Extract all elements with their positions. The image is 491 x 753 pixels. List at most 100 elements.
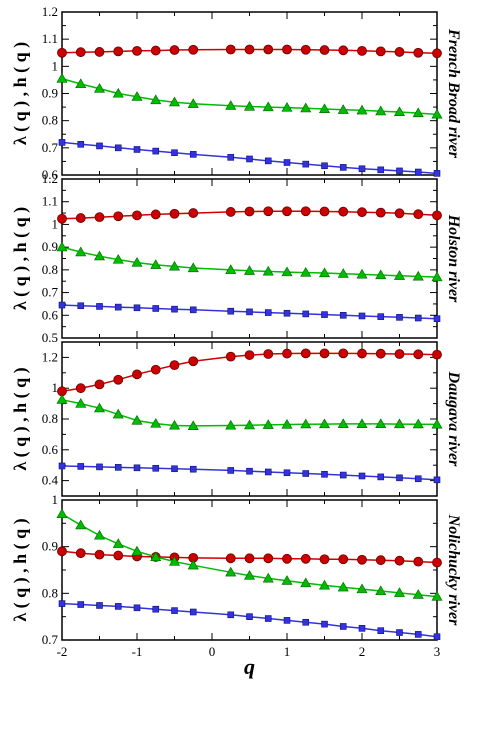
data-point-red [225, 351, 236, 362]
data-point-red [263, 553, 274, 564]
data-point-blue [414, 168, 422, 176]
data-point-blue [283, 469, 291, 477]
panel-holston-river: 0.5 0.6 0.7 0.8 0.9 1 1.1 1.2 λ ( q ) , h ( q ) H… [10, 171, 462, 345]
y-tick-label: 1 [52, 216, 59, 231]
y-tick-label: 1.2 [42, 171, 58, 186]
data-point-green [112, 254, 124, 264]
data-point-red [357, 207, 367, 218]
data-point-red [113, 374, 124, 385]
data-point-green [412, 270, 424, 281]
y-tick-label: 1.1 [42, 194, 58, 209]
data-point-blue [171, 465, 178, 473]
data-point-blue [339, 311, 347, 319]
x-tick-label: -1 [132, 644, 143, 659]
data-point-blue [358, 165, 366, 173]
data-point-red [188, 44, 199, 55]
data-point-green [431, 418, 443, 429]
y-tick-label: 0.9 [42, 86, 58, 101]
data-point-green [281, 266, 293, 277]
data-point-red [132, 210, 142, 221]
data-point-red [300, 348, 311, 359]
data-point-green [337, 581, 349, 592]
data-point-green [262, 572, 274, 583]
data-point-red [75, 213, 86, 223]
data-point-green [56, 241, 68, 252]
data-point-blue [246, 308, 253, 316]
data-point-green [150, 418, 162, 428]
data-point-red [188, 208, 199, 218]
panel-daugava-river: 0.4 0.6 0.8 1 1.2 λ ( q ) , h ( q ) Daugava ri… [10, 341, 462, 497]
panel-label-holston-river: Holston river [445, 214, 462, 303]
data-point-blue [96, 602, 103, 609]
data-point-green [131, 414, 143, 425]
data-point-blue [396, 167, 403, 175]
data-point-green [262, 265, 274, 276]
data-point-blue [396, 629, 403, 636]
data-point-green [393, 270, 406, 280]
data-point-blue [58, 600, 66, 607]
data-point-blue [396, 474, 403, 482]
y-axis-label: λ ( q ) , h ( q ) [10, 518, 31, 621]
data-point-blue [171, 305, 178, 313]
data-point-blue [433, 476, 441, 484]
data-point-red [319, 554, 330, 565]
data-point-blue [283, 159, 291, 166]
data-point-green [375, 269, 387, 280]
y-tick-label: 0.6 [42, 442, 59, 457]
data-point-blue [189, 151, 197, 158]
y-tick-label: 0.7 [42, 285, 59, 300]
data-point-blue [321, 162, 328, 170]
data-point-green [112, 408, 124, 419]
data-point-red [338, 45, 349, 56]
data-point-red [75, 548, 86, 559]
data-point-red [263, 349, 274, 359]
data-point-red [375, 348, 386, 359]
data-point-blue [321, 311, 328, 318]
data-point-green [56, 508, 68, 519]
data-point-blue [246, 155, 253, 163]
data-point-green [187, 559, 199, 570]
data-point-red [244, 206, 255, 217]
data-point-red [57, 546, 67, 557]
data-point-blue [246, 613, 253, 620]
data-point-red [319, 45, 330, 55]
x-tick-label: -2 [57, 644, 68, 659]
data-point-green [431, 108, 443, 119]
data-point-blue [77, 302, 85, 310]
data-point-green [131, 545, 143, 556]
data-point-blue [377, 166, 385, 174]
data-point-red [150, 45, 161, 56]
data-point-red [244, 350, 255, 360]
data-point-red [338, 554, 349, 565]
data-point-blue [302, 160, 310, 168]
data-point-red [319, 206, 330, 217]
data-point-red [300, 206, 311, 217]
y-axis-label: λ ( q ) , h ( q ) [10, 42, 31, 145]
data-point-blue [246, 467, 253, 475]
data-point-red [375, 207, 386, 218]
data-point-green [168, 555, 181, 566]
data-point-red [282, 348, 292, 359]
panel-label-french-broad-river: French Broad river [445, 28, 462, 159]
data-point-blue [58, 462, 66, 470]
data-point-red [300, 44, 311, 55]
data-point-red [394, 208, 405, 219]
panel-label-nolichucky-river: Nolichucky river [445, 514, 462, 626]
data-point-red [413, 556, 424, 567]
data-point-blue [414, 631, 422, 638]
data-point-red [94, 379, 105, 390]
data-point-green [281, 102, 293, 112]
data-point-red [394, 47, 405, 57]
data-point-green [281, 418, 293, 429]
data-point-red [263, 44, 274, 55]
data-point-red [225, 553, 236, 564]
data-point-green [375, 105, 387, 116]
data-point-blue [152, 305, 160, 312]
x-tick-label: 0 [209, 644, 216, 659]
data-point-blue [283, 309, 291, 317]
data-point-green [112, 538, 124, 548]
y-tick-label: 0.6 [42, 167, 59, 182]
data-point-blue [339, 164, 347, 171]
data-point-green [300, 418, 312, 429]
